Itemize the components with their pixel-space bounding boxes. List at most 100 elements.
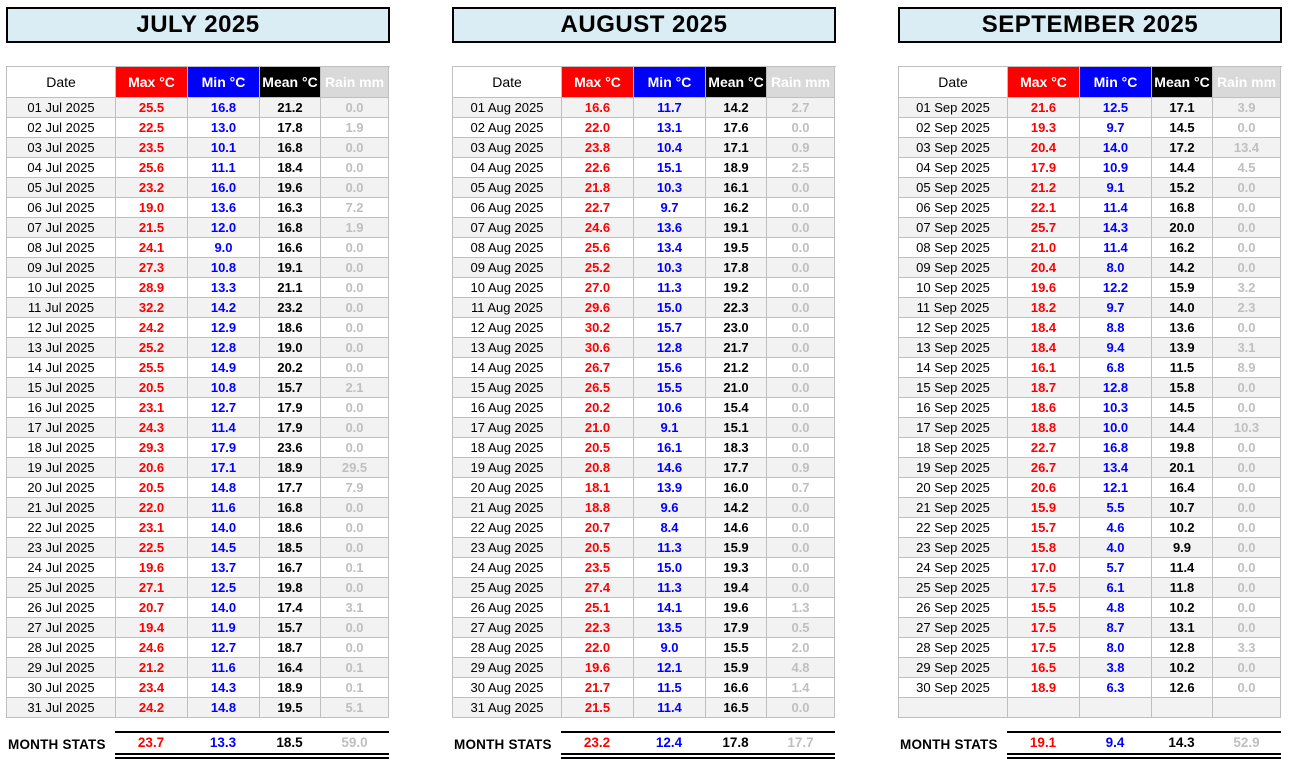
table-row: 13 Jul 2025 25.2 12.8 19.0 0.0: [7, 338, 390, 358]
max-cell: 25.6: [562, 238, 634, 258]
rain-cell: 0.0: [1213, 378, 1281, 398]
mean-cell: 19.6: [706, 598, 767, 618]
max-cell: 21.6: [1008, 98, 1080, 118]
rain-cell: 0.0: [1213, 498, 1281, 518]
min-cell: 11.4: [1080, 238, 1152, 258]
max-cell: 27.1: [116, 578, 188, 598]
max-cell: 20.4: [1008, 138, 1080, 158]
mean-cell: 17.9: [260, 418, 321, 438]
month-stats-values: 23.7 13.3 18.5 59.0: [115, 731, 389, 759]
mean-cell: 14.4: [1152, 158, 1213, 178]
min-cell: 6.8: [1080, 358, 1152, 378]
date-cell: 02 Aug 2025: [453, 118, 562, 138]
mean-cell: 19.6: [260, 178, 321, 198]
max-cell: 19.6: [116, 558, 188, 578]
stats-max-value: 23.7: [137, 735, 165, 750]
min-cell: 17.9: [188, 438, 260, 458]
table-row: 03 Aug 2025 23.8 10.4 17.1 0.9: [453, 138, 836, 158]
min-cell: 16.1: [634, 438, 706, 458]
rain-cell: 2.3: [1213, 298, 1281, 318]
date-cell: 27 Jul 2025: [7, 618, 116, 638]
table-row: 21 Aug 2025 18.8 9.6 14.2 0.0: [453, 498, 836, 518]
rain-cell: 0.0: [767, 298, 835, 318]
date-cell: 09 Aug 2025: [453, 258, 562, 278]
rain-cell: 0.0: [767, 198, 835, 218]
mean-cell: 16.2: [1152, 238, 1213, 258]
max-cell: 15.5: [1008, 598, 1080, 618]
date-cell: 09 Jul 2025: [7, 258, 116, 278]
min-cell: 14.8: [188, 478, 260, 498]
min-cell: 10.9: [1080, 158, 1152, 178]
rain-cell: 7.9: [321, 478, 389, 498]
max-cell: [1008, 698, 1080, 718]
mean-cell: 18.3: [706, 438, 767, 458]
rain-cell: 0.0: [1213, 558, 1281, 578]
table-row: 24 Aug 2025 23.5 15.0 19.3 0.0: [453, 558, 836, 578]
max-cell: 22.7: [1008, 438, 1080, 458]
rain-cell: 3.9: [1213, 98, 1281, 118]
rain-cell: 1.9: [321, 118, 389, 138]
min-cell: 13.4: [634, 238, 706, 258]
min-cell: 13.0: [188, 118, 260, 138]
table-row: 09 Sep 2025 20.4 8.0 14.2 0.0: [899, 258, 1282, 278]
rain-cell: 0.0: [767, 498, 835, 518]
date-header-cell: Date: [453, 67, 562, 98]
rain-cell: 0.0: [767, 698, 835, 718]
min-cell: 14.0: [188, 518, 260, 538]
mean-cell: 19.8: [1152, 438, 1213, 458]
mean-cell: 10.2: [1152, 518, 1213, 538]
mean-cell: 16.8: [260, 498, 321, 518]
date-cell: 13 Jul 2025: [7, 338, 116, 358]
stats-max-value: 23.2: [583, 735, 611, 750]
date-cell: 07 Jul 2025: [7, 218, 116, 238]
date-cell: 12 Jul 2025: [7, 318, 116, 338]
min-cell: 9.4: [1080, 338, 1152, 358]
rain-cell: 0.0: [767, 438, 835, 458]
min-cell: 6.3: [1080, 678, 1152, 698]
rain-cell: 0.0: [767, 558, 835, 578]
mean-cell: 23.6: [260, 438, 321, 458]
table-row: 13 Sep 2025 18.4 9.4 13.9 3.1: [899, 338, 1282, 358]
rain-cell: 0.0: [1213, 118, 1281, 138]
max-cell: 20.6: [1008, 478, 1080, 498]
date-cell: 25 Aug 2025: [453, 578, 562, 598]
date-cell: 06 Aug 2025: [453, 198, 562, 218]
table-row: 23 Aug 2025 20.5 11.3 15.9 0.0: [453, 538, 836, 558]
min-cell: 14.9: [188, 358, 260, 378]
max-cell: 23.1: [116, 518, 188, 538]
max-cell: 25.7: [1008, 218, 1080, 238]
table-row: 15 Sep 2025 18.7 12.8 15.8 0.0: [899, 378, 1282, 398]
rain-header-cell: Rain mm: [1213, 67, 1281, 98]
rain-cell: 0.1: [321, 558, 389, 578]
mean-cell: 11.4: [1152, 558, 1213, 578]
min-cell: 12.8: [634, 338, 706, 358]
date-cell: 24 Sep 2025: [899, 558, 1008, 578]
max-cell: 25.5: [116, 98, 188, 118]
stats-mean-value: 18.5: [276, 735, 303, 750]
min-cell: 13.6: [188, 198, 260, 218]
min-cell: 8.0: [1080, 258, 1152, 278]
date-cell: 18 Jul 2025: [7, 438, 116, 458]
table-row: 22 Sep 2025 15.7 4.6 10.2 0.0: [899, 518, 1282, 538]
mean-cell: 17.8: [260, 118, 321, 138]
date-cell: 21 Aug 2025: [453, 498, 562, 518]
rain-header-cell: Rain mm: [767, 67, 835, 98]
rain-cell: 0.7: [767, 478, 835, 498]
mean-cell: 17.9: [706, 618, 767, 638]
min-cell: 15.7: [634, 318, 706, 338]
date-cell: 11 Jul 2025: [7, 298, 116, 318]
max-cell: 25.1: [562, 598, 634, 618]
mean-cell: 19.8: [260, 578, 321, 598]
date-cell: 15 Jul 2025: [7, 378, 116, 398]
max-cell: 24.2: [116, 318, 188, 338]
mean-cell: 19.5: [260, 698, 321, 718]
date-cell: 10 Sep 2025: [899, 278, 1008, 298]
mean-cell: 14.2: [1152, 258, 1213, 278]
rain-cell: 0.0: [1213, 398, 1281, 418]
rain-cell: 0.1: [321, 678, 389, 698]
mean-header-cell: Mean °C: [260, 67, 321, 98]
min-cell: 5.7: [1080, 558, 1152, 578]
mean-cell: 16.8: [260, 218, 321, 238]
date-cell: 27 Sep 2025: [899, 618, 1008, 638]
rain-cell: 0.0: [767, 278, 835, 298]
